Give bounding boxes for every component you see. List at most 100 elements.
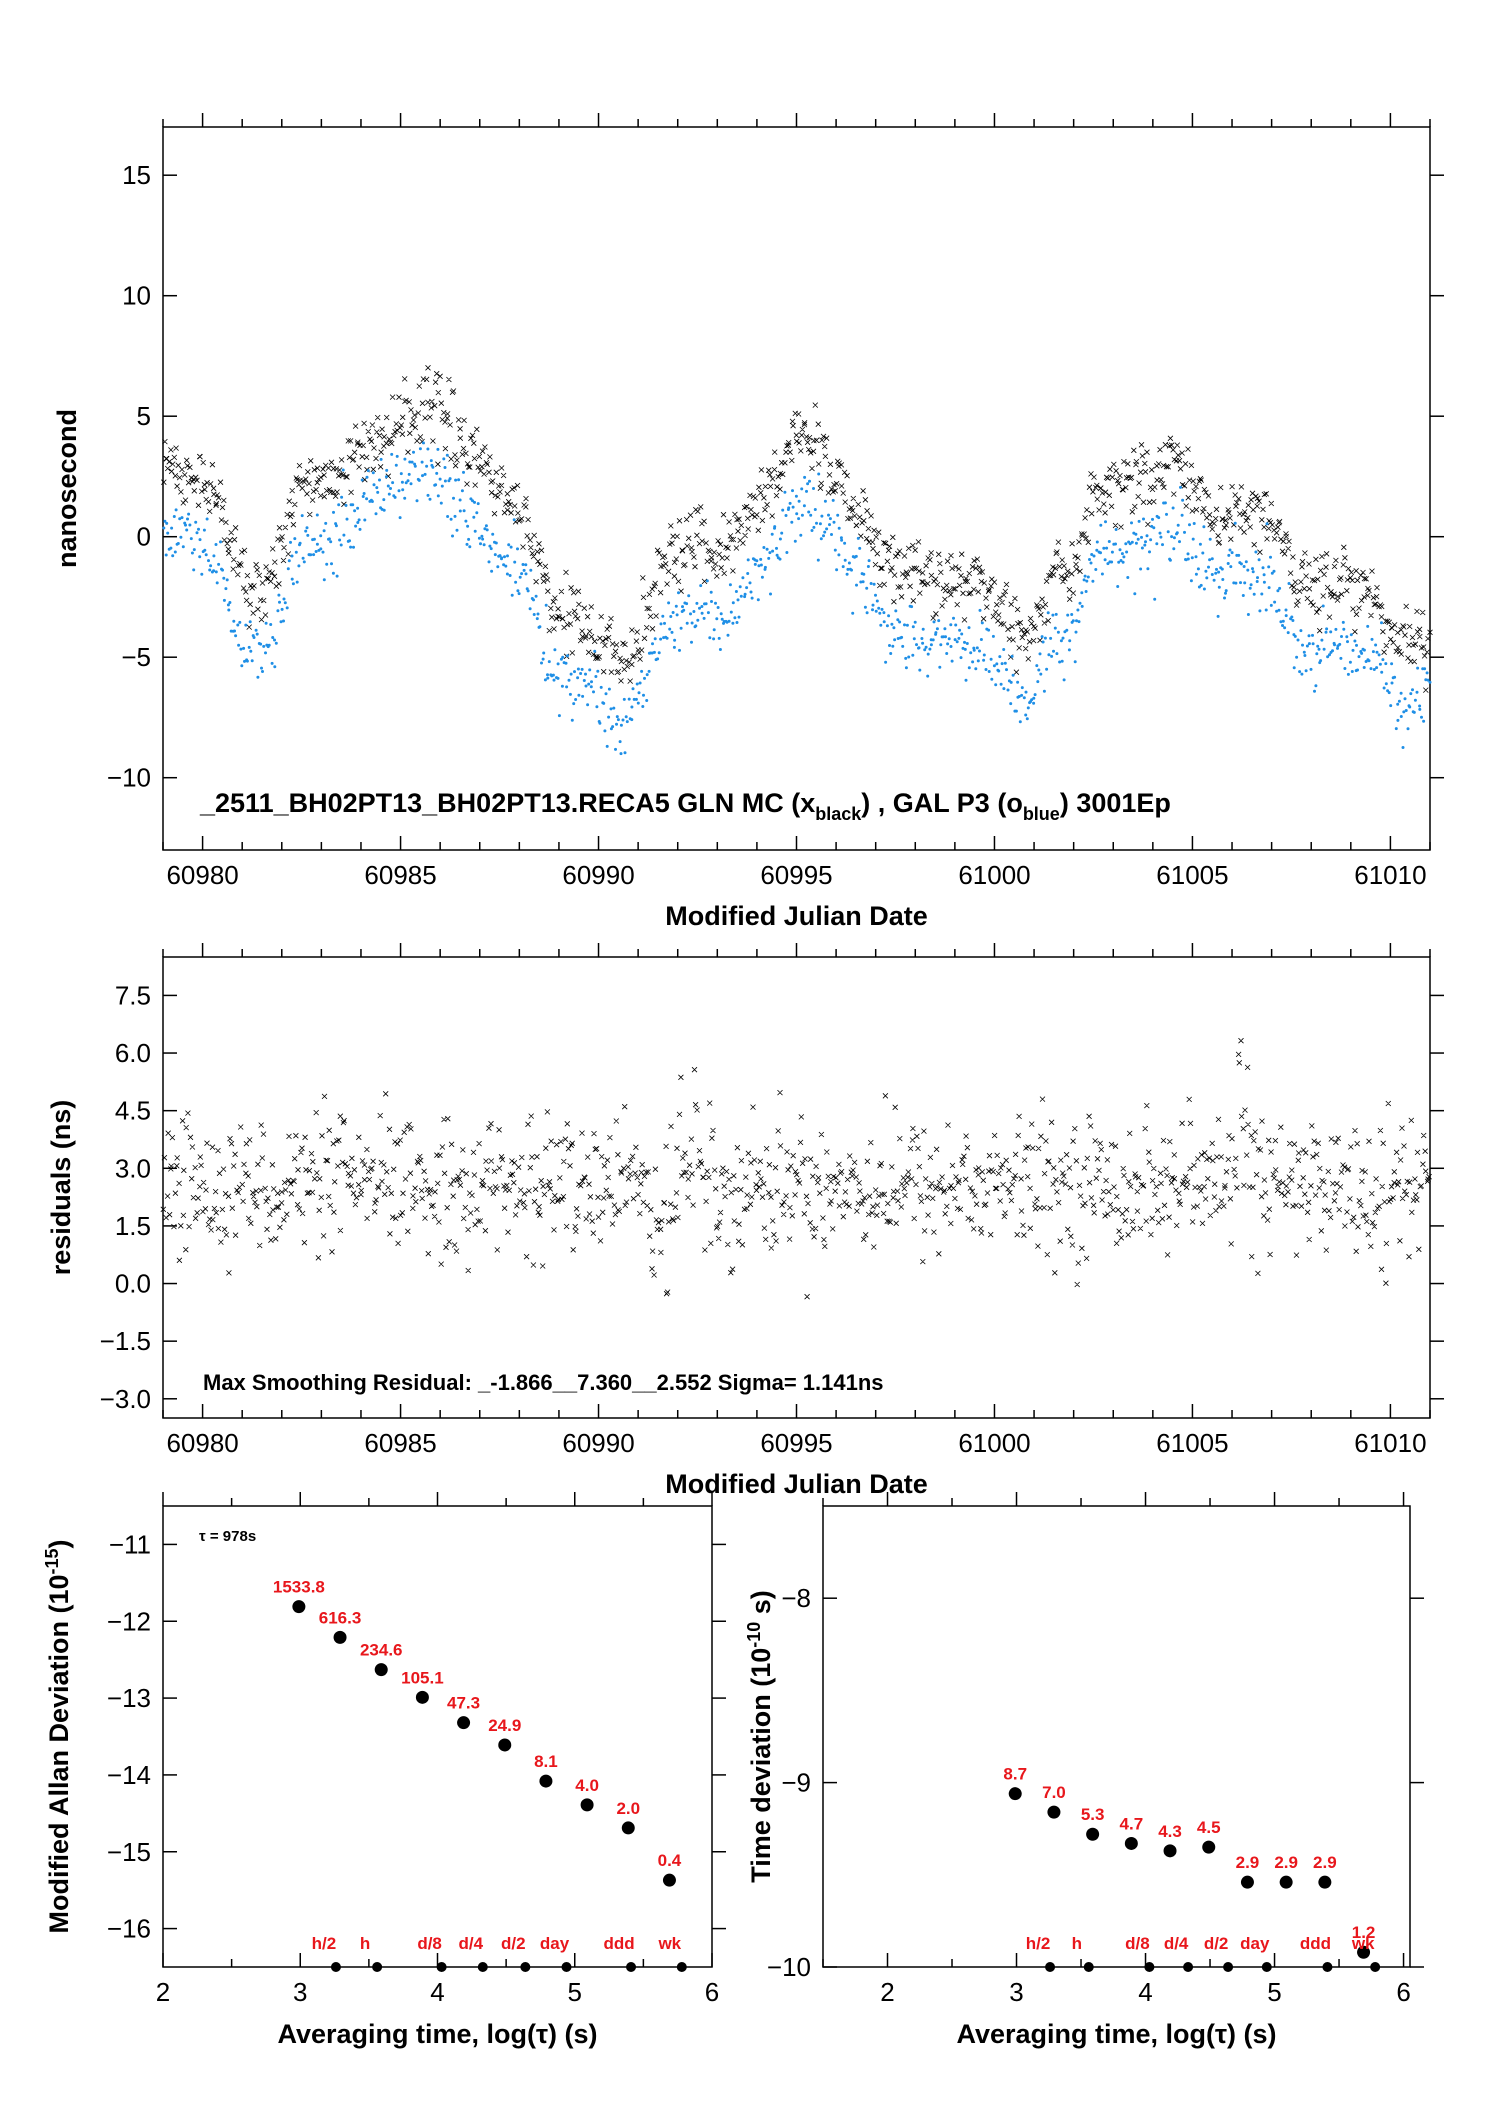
x-tick-label: 60990 bbox=[562, 1428, 634, 1458]
deviation-point bbox=[415, 1690, 429, 1704]
blue-o-markers bbox=[162, 441, 1432, 756]
deviation-point bbox=[374, 1663, 388, 1677]
x-axis-label: Averaging time, log(τ) (s) bbox=[277, 2019, 597, 2049]
time-marker-label: d/4 bbox=[1164, 1934, 1189, 1953]
deviation-point bbox=[333, 1630, 347, 1644]
x-tick-label: 61000 bbox=[958, 1428, 1030, 1458]
x-tick-label: 60985 bbox=[364, 1428, 436, 1458]
x-tick-label: 61010 bbox=[1354, 1428, 1426, 1458]
time-marker-dot bbox=[1261, 1962, 1272, 1972]
deviation-point bbox=[1047, 1805, 1061, 1819]
time-marker-dot bbox=[676, 1962, 687, 1972]
x-axis-label: Modified Julian Date bbox=[665, 901, 928, 931]
deviation-value-label: 24.9 bbox=[488, 1716, 521, 1735]
deviation-value-label: 1.2 bbox=[1352, 1923, 1376, 1942]
residual-annotation: Max Smoothing Residual: _-1.866__7.360__… bbox=[203, 1370, 884, 1395]
deviation-value-label: 4.5 bbox=[1197, 1818, 1221, 1837]
deviation-value-label: 2.0 bbox=[616, 1799, 640, 1818]
x-tick-label: 61005 bbox=[1156, 1428, 1228, 1458]
time-marker-label: h bbox=[1072, 1934, 1082, 1953]
time-marker-dot bbox=[330, 1962, 341, 1972]
x-tick-label: 61010 bbox=[1354, 860, 1426, 890]
x-tick-label: 5 bbox=[1267, 1977, 1281, 2007]
y-tick-label: 15 bbox=[122, 160, 151, 190]
y-tick-label: −16 bbox=[107, 1914, 151, 1944]
x-tick-label: 60990 bbox=[562, 860, 634, 890]
plot-frame bbox=[822, 1505, 1411, 1968]
y-tick-label: −15 bbox=[107, 1837, 151, 1867]
y-tick-label: 5 bbox=[137, 401, 151, 431]
time-marker-label: d/8 bbox=[417, 1934, 442, 1953]
time-marker-label: wk bbox=[1351, 1934, 1375, 1953]
time-marker-dot bbox=[1322, 1962, 1333, 1972]
deviation-value-label: 1533.8 bbox=[273, 1578, 325, 1597]
residual-x-markers bbox=[160, 1037, 1432, 1300]
time-marker-label: day bbox=[540, 1934, 570, 1953]
deviation-value-label: 4.7 bbox=[1120, 1814, 1144, 1833]
modified-allan-deviation-plot: 2 3 4 5 6 −16 −15 −14 −13 −12 −11 1533.8 616.3 234.6 1… bbox=[42, 1492, 726, 2049]
deviation-value-label: 2.9 bbox=[1236, 1853, 1260, 1872]
x-tick-label: 6 bbox=[1396, 1977, 1410, 2007]
y-tick-label: −1.5 bbox=[100, 1326, 151, 1356]
x-tick-label: 60995 bbox=[760, 860, 832, 890]
deviation-point bbox=[1202, 1840, 1216, 1854]
plot-frame bbox=[162, 1505, 713, 1968]
deviation-value-label: 234.6 bbox=[360, 1641, 403, 1660]
deviation-value-label: 616.3 bbox=[319, 1608, 362, 1627]
x-tick-label: 61005 bbox=[1156, 860, 1228, 890]
y-tick-label: −14 bbox=[107, 1760, 151, 1790]
y-label-part: Time deviation (10 bbox=[746, 1648, 776, 1883]
x-tick-label: 61000 bbox=[958, 860, 1030, 890]
y-tick-label: −8 bbox=[781, 1583, 811, 1613]
x-tick-label: 2 bbox=[880, 1977, 894, 2007]
y-tick-label: −10 bbox=[767, 1952, 811, 1982]
time-marker-label: ddd bbox=[603, 1934, 634, 1953]
time-marker-dot bbox=[520, 1962, 531, 1972]
y-label-sup: -10 bbox=[744, 1622, 764, 1648]
annotation-part: ) 3001Ep bbox=[1060, 788, 1171, 818]
time-marker-dot bbox=[1083, 1962, 1094, 1972]
time-marker-dot bbox=[1045, 1962, 1056, 1972]
time-marker-label: wk bbox=[657, 1934, 681, 1953]
x-tick-label: 6 bbox=[705, 1977, 719, 2007]
y-tick-label: −9 bbox=[781, 1768, 811, 1798]
time-marker-label: h/2 bbox=[1026, 1934, 1051, 1953]
deviation-point bbox=[1124, 1836, 1138, 1850]
y-axis-label: Time deviation (10-10 s) bbox=[744, 1590, 776, 1883]
annotation-sub: blue bbox=[1023, 804, 1060, 824]
deviation-value-label: 8.7 bbox=[1003, 1765, 1027, 1784]
time-marker-dot bbox=[1183, 1962, 1194, 1972]
y-label-part: Modified Allan Deviation (10 bbox=[44, 1574, 74, 1933]
time-marker-dot bbox=[477, 1962, 488, 1972]
y-label-sup: -15 bbox=[42, 1548, 62, 1574]
y-tick-label: −10 bbox=[107, 763, 151, 793]
deviation-point bbox=[621, 1821, 635, 1835]
deviation-point bbox=[1240, 1875, 1254, 1889]
y-tick-label: −12 bbox=[107, 1606, 151, 1636]
deviation-value-label: 105.1 bbox=[401, 1668, 444, 1687]
deviation-point bbox=[1086, 1827, 1100, 1841]
y-tick-label: 1.5 bbox=[115, 1211, 151, 1241]
deviation-value-label: 5.3 bbox=[1081, 1805, 1105, 1824]
deviation-value-label: 47.3 bbox=[447, 1694, 480, 1713]
deviation-point bbox=[580, 1798, 594, 1812]
phase-annotation: _2511_BH02PT13_BH02PT13.RECA5 GLN MC (xb… bbox=[199, 788, 1171, 824]
deviation-point bbox=[457, 1716, 471, 1730]
y-tick-label: 6.0 bbox=[115, 1038, 151, 1068]
annotation-sub: black bbox=[815, 804, 862, 824]
x-tick-label: 4 bbox=[1138, 1977, 1152, 2007]
phase-plot: 60980 60985 60990 60995 61000 61005 61010 −10 −5… bbox=[52, 113, 1444, 931]
x-tick-label: 60980 bbox=[166, 1428, 238, 1458]
y-label-part: ) bbox=[44, 1539, 74, 1548]
x-tick-label: 60985 bbox=[364, 860, 436, 890]
x-tick-label: 4 bbox=[430, 1977, 444, 2007]
x-tick-label: 3 bbox=[293, 1977, 307, 2007]
time-marker-label: d/4 bbox=[459, 1934, 484, 1953]
y-tick-label: 3.0 bbox=[115, 1153, 151, 1183]
deviation-value-label: 8.1 bbox=[534, 1752, 558, 1771]
time-marker-dot bbox=[372, 1962, 383, 1972]
y-tick-label: −5 bbox=[121, 642, 151, 672]
y-axis-label: Modified Allan Deviation (10-15) bbox=[42, 1539, 74, 1933]
time-marker-label: day bbox=[1240, 1934, 1270, 1953]
